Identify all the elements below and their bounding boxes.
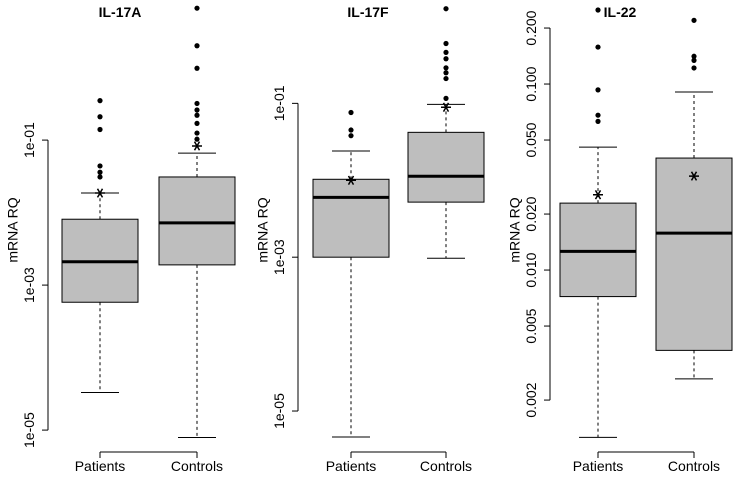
- outlier: [443, 40, 449, 47]
- box: [559, 202, 637, 298]
- mean-marker: [192, 141, 202, 151]
- mean-marker: [441, 102, 451, 112]
- box: [407, 131, 485, 203]
- box-group: [559, 7, 637, 438]
- mean-marker: [689, 171, 699, 181]
- outlier: [595, 118, 601, 124]
- outlier: [97, 163, 103, 169]
- y-tick-label: 1e-05: [21, 412, 37, 448]
- outlier: [194, 43, 200, 49]
- outlier: [595, 87, 601, 93]
- outlier: [443, 70, 449, 76]
- outlier: [691, 65, 697, 71]
- y-tick-label: 1e-01: [271, 85, 287, 121]
- outlier: [691, 53, 697, 59]
- y-tick-label: 0.050: [523, 122, 539, 157]
- outlier: [595, 7, 601, 13]
- y-tick-label: 0.100: [523, 66, 539, 101]
- outlier: [348, 127, 354, 133]
- y-tick-label: 1e-01: [21, 122, 37, 158]
- box: [158, 176, 236, 266]
- outlier: [691, 57, 697, 63]
- outlier: [443, 56, 449, 62]
- y-tick-label: 0.200: [523, 10, 539, 45]
- x-tick-label: Patients: [326, 458, 377, 474]
- outlier: [194, 5, 200, 11]
- outlier: [443, 65, 449, 71]
- outlier: [194, 107, 200, 113]
- y-tick-label: 0.005: [523, 308, 539, 343]
- x-tick-label: Controls: [171, 458, 223, 474]
- mean-marker: [346, 175, 356, 185]
- outlier: [194, 100, 200, 107]
- y-axis-label: mRNA RQ: [255, 197, 271, 262]
- outlier: [691, 17, 697, 23]
- outlier: [348, 109, 354, 116]
- outlier: [348, 133, 354, 139]
- box: [312, 178, 390, 258]
- outlier: [595, 112, 601, 118]
- chart-title: IL-17A: [99, 4, 142, 20]
- outlier: [443, 6, 449, 12]
- outlier: [97, 169, 103, 175]
- x-tick-label: Controls: [420, 458, 472, 474]
- outlier: [194, 120, 200, 126]
- y-tick-label: 0.002: [523, 382, 539, 417]
- x-tick-label: Patients: [573, 458, 624, 474]
- mean-marker: [593, 190, 603, 200]
- outlier: [97, 126, 103, 133]
- outlier: [194, 65, 200, 71]
- outlier: [595, 44, 601, 50]
- y-tick-label: 0.010: [523, 252, 539, 287]
- box-group: [407, 6, 485, 259]
- outlier: [97, 98, 103, 104]
- y-tick-label: 0.020: [523, 196, 539, 231]
- outlier: [194, 130, 200, 136]
- y-axis-label: mRNA RQ: [507, 197, 523, 262]
- box-group: [655, 17, 733, 380]
- mean-marker: [95, 188, 105, 198]
- outlier: [443, 49, 449, 55]
- outlier: [194, 112, 200, 118]
- x-tick-label: Patients: [75, 458, 126, 474]
- box: [655, 157, 733, 351]
- y-axis-label: mRNA RQ: [5, 197, 21, 262]
- outlier: [443, 75, 449, 82]
- box-group: [61, 98, 139, 393]
- x-tick-label: Controls: [668, 458, 720, 474]
- y-tick-label: 1e-03: [271, 239, 287, 275]
- outlier: [97, 174, 103, 180]
- chart-title: IL-22: [604, 4, 637, 20]
- outlier: [97, 114, 103, 120]
- box-group: [312, 109, 390, 438]
- chart-title: IL-17F: [347, 4, 389, 20]
- outlier: [194, 136, 200, 142]
- y-tick-label: 1e-05: [271, 393, 287, 429]
- y-tick-label: 1e-03: [21, 267, 37, 303]
- box-group: [158, 5, 236, 439]
- outlier: [443, 95, 449, 101]
